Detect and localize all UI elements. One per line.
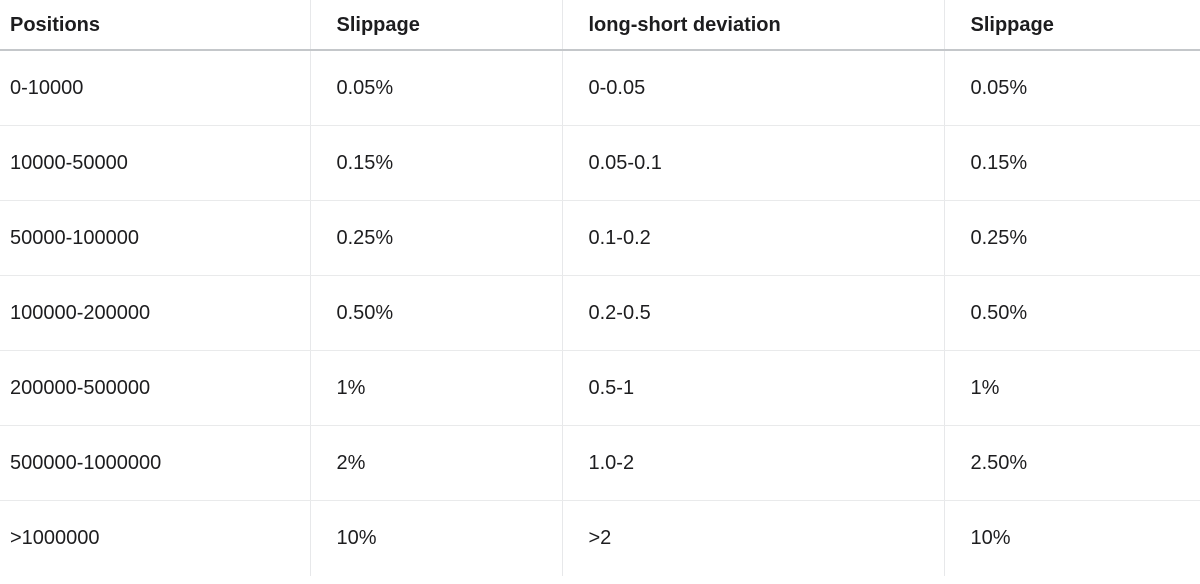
- cell-slippage-1: 0.05%: [310, 50, 563, 126]
- cell-slippage-2: 0.15%: [944, 125, 1200, 201]
- table-row: 10000-50000 0.15% 0.05-0.1 0.15%: [0, 125, 1200, 201]
- cell-positions: 50000-100000: [0, 200, 311, 276]
- cell-positions: 0-10000: [0, 50, 311, 126]
- table-header-row: Positions Slippage long-short deviation …: [0, 0, 1200, 51]
- cell-positions: 200000-500000: [0, 350, 311, 426]
- table-row: 0-10000 0.05% 0-0.05 0.05%: [0, 50, 1200, 126]
- cell-slippage-1: 1%: [310, 350, 563, 426]
- cell-slippage-1: 0.50%: [310, 275, 563, 351]
- table-row: 500000-1000000 2% 1.0-2 2.50%: [0, 425, 1200, 501]
- cell-slippage-1: 2%: [310, 425, 563, 501]
- table-row: 50000-100000 0.25% 0.1-0.2 0.25%: [0, 200, 1200, 276]
- table-row: 100000-200000 0.50% 0.2-0.5 0.50%: [0, 275, 1200, 351]
- cell-slippage-2: 0.50%: [944, 275, 1200, 351]
- cell-slippage-2: 10%: [970, 527, 1011, 550]
- cell-deviation: 0.05-0.1: [562, 125, 945, 201]
- column-header-slippage-1: Slippage: [310, 0, 563, 51]
- cell-positions: 500000-1000000: [0, 425, 311, 501]
- cell-positions: 10000-50000: [0, 125, 311, 201]
- cell-slippage-2: 0.05%: [944, 50, 1200, 126]
- column-header-positions: Positions: [0, 0, 311, 51]
- cell-slippage-1: 0.15%: [310, 125, 563, 201]
- cell-slippage-1: 0.25%: [310, 200, 563, 276]
- table-row: 200000-500000 1% 0.5-1 1%: [0, 350, 1200, 426]
- column-header-slippage-2: Slippage: [944, 0, 1200, 51]
- cell-positions: >1000000: [0, 500, 311, 576]
- cell-slippage-2: 2.50%: [944, 425, 1200, 501]
- cell-slippage-2: 0.25%: [944, 200, 1200, 276]
- cell-slippage-1: 10%: [310, 500, 563, 576]
- cell-deviation: 0.2-0.5: [562, 275, 945, 351]
- table-row: >1000000 10% >2 10%: [0, 500, 1200, 576]
- cell-deviation: 0.5-1: [562, 350, 945, 426]
- cell-deviation: 0.1-0.2: [562, 200, 945, 276]
- cell-deviation: 0-0.05: [562, 50, 945, 126]
- cell-deviation: 1.0-2: [562, 425, 945, 501]
- cell-positions: 100000-200000: [0, 275, 311, 351]
- cell-deviation: >2: [562, 500, 945, 576]
- cell-slippage-2: 1%: [944, 350, 1200, 426]
- column-header-deviation: long-short deviation: [562, 0, 945, 51]
